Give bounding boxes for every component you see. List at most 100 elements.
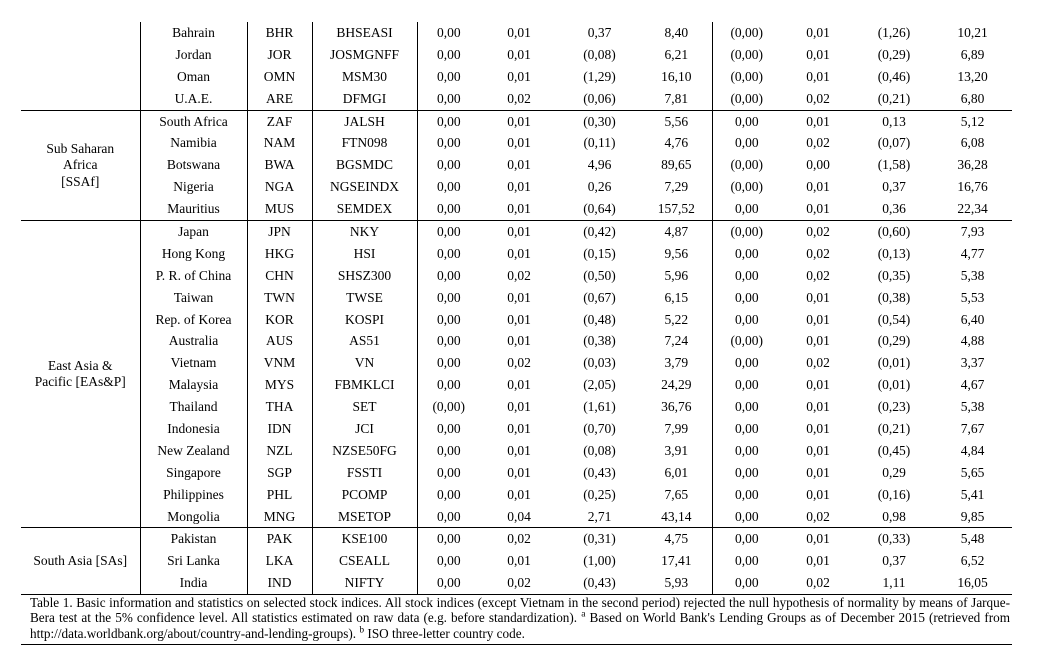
stat-cell: (0,00) xyxy=(711,220,781,243)
country-cell: Namibia xyxy=(139,132,247,155)
stat-cell: (0,35) xyxy=(877,267,911,283)
stat-cell: (1,26) xyxy=(877,24,911,40)
stat-cell: 0,01 xyxy=(507,486,531,502)
index-cell: FSSTI xyxy=(311,461,417,484)
stat-cell: 0,01 xyxy=(507,311,531,327)
stat-cell: 0,00 xyxy=(416,352,480,375)
stat-cell: 0,01 xyxy=(806,68,830,84)
stat-cell: 0,00 xyxy=(711,242,781,265)
stat-cell: 1,11 xyxy=(882,575,906,591)
stat-cell: 0,01 xyxy=(806,377,830,393)
stat-cell: 0,01 xyxy=(806,420,830,436)
stat-cell: 0,00 xyxy=(711,572,781,595)
caption-text-1: Table 1. Basic information and statistic… xyxy=(30,595,1010,626)
stat-cell: 0,01 xyxy=(507,135,531,151)
stat-cell: 36,76 xyxy=(661,399,692,415)
stat-cell: 5,65 xyxy=(960,464,985,480)
stat-cell: (0,31) xyxy=(558,527,641,551)
index-cell: JOSMGNFF xyxy=(311,43,417,66)
stat-cell: 6,21 xyxy=(664,46,689,62)
stat-cell: 0,01 xyxy=(507,442,531,458)
stat-cell: (0,38) xyxy=(583,333,616,349)
code-cell: NGA xyxy=(246,176,312,199)
stat-cell: 0,01 xyxy=(806,201,830,217)
table-container: Bahrain BHR BHSEASI 0,00 0,01 0,37 8,40 (0,00) 0… xyxy=(21,22,1012,596)
stat-cell: 7,29 xyxy=(664,179,689,195)
stat-cell: (0,33) xyxy=(855,527,933,551)
stat-cell: 0,00 xyxy=(416,109,480,133)
stat-cell: 0,01 xyxy=(507,420,531,436)
stat-cell: 0,01 xyxy=(507,24,531,40)
stat-cell: 7,24 xyxy=(664,333,689,349)
index-cell: JALSH xyxy=(311,109,417,133)
code-cell: JPN xyxy=(246,220,312,243)
code-cell: TWN xyxy=(246,286,312,309)
stat-cell: (0,38) xyxy=(877,289,911,305)
index-cell: VN xyxy=(311,352,417,375)
stat-cell: 0,00 xyxy=(711,132,781,155)
index-cell: KOSPI xyxy=(311,308,417,331)
stat-cell: 6,52 xyxy=(960,553,985,569)
table-row: P. R. of China CHN SHSZ300 0,00 0,02 (0,50) 5,… xyxy=(21,264,1012,287)
stat-cell: (0,01) xyxy=(877,355,911,371)
country-cell: P. R. of China xyxy=(139,264,247,287)
stat-cell: 3,91 xyxy=(664,442,689,458)
stat-cell: (0,00) xyxy=(711,65,781,88)
country-cell: Japan xyxy=(139,220,247,243)
stat-cell: 0,01 xyxy=(806,289,830,305)
stat-cell: 0,26 xyxy=(587,179,612,195)
stat-cell: 0,00 xyxy=(416,87,480,111)
stat-cell: (0,08) xyxy=(583,442,616,458)
stat-cell: 0,00 xyxy=(711,483,781,506)
stat-cell: 9,85 xyxy=(960,508,985,524)
stat-cell: (0,25) xyxy=(583,486,616,502)
footnote-marker-a: a xyxy=(581,610,586,621)
stat-cell: (0,46) xyxy=(877,68,911,84)
stat-cell: 5,22 xyxy=(664,311,689,327)
stat-cell: 6,01 xyxy=(664,464,689,480)
stat-cell: 0,00 xyxy=(416,572,480,595)
stat-cell: 0,00 xyxy=(416,176,480,199)
code-cell: ZAF xyxy=(246,109,312,133)
stat-cell: (0,29) xyxy=(877,333,911,349)
stat-cell: 0,00 xyxy=(711,527,781,551)
stat-cell: (0,16) xyxy=(877,486,911,502)
stat-cell: (1,00) xyxy=(583,553,616,569)
code-cell: MNG xyxy=(246,505,312,528)
code-cell: PAK xyxy=(246,527,312,551)
index-cell: HSI xyxy=(311,242,417,265)
stat-cell: 0,02 xyxy=(781,220,855,243)
stat-cell: 0,00 xyxy=(416,264,480,287)
table-row: Mongolia MNG MSETOP 0,00 0,04 2,71 43,14 0,00 0,… xyxy=(21,505,1012,528)
stat-cell: 0,37 xyxy=(587,24,612,40)
caption-text-2: Based on World Bank's Lending Groups as … xyxy=(30,610,1011,641)
country-cell: Indonesia xyxy=(139,418,247,440)
region-label: Sub Saharan Africa [SSAf] xyxy=(21,109,140,221)
stat-cell: 0,02 xyxy=(806,245,830,261)
code-cell: MYS xyxy=(246,374,312,397)
code-cell: CHN xyxy=(246,264,312,287)
stat-cell: 43,14 xyxy=(661,508,692,524)
stat-cell: 0,00 xyxy=(711,352,781,375)
stat-cell: 0,00 xyxy=(711,461,781,484)
index-cell: KSE100 xyxy=(311,527,417,551)
country-cell: Bahrain xyxy=(139,22,247,44)
stat-cell: 5,41 xyxy=(960,486,985,502)
stat-cell: 0,01 xyxy=(507,377,531,393)
stat-cell: (0,06) xyxy=(583,90,616,106)
country-cell: Thailand xyxy=(139,396,247,419)
stat-cell: 0,01 xyxy=(507,68,531,84)
stat-cell: 0,02 xyxy=(806,135,830,151)
table-row: Mauritius MUS SEMDEX 0,00 0,01 (0,64) 157,52 0,… xyxy=(21,198,1012,221)
index-cell: NKY xyxy=(311,220,417,243)
stat-cell: 3,79 xyxy=(664,355,689,371)
table-row: Singapore SGP FSSTI 0,00 0,01 (0,43) 6,01 0,00 0… xyxy=(21,461,1012,484)
stat-cell: 0,01 xyxy=(806,486,830,502)
index-cell: SHSZ300 xyxy=(311,264,417,287)
code-cell: ARE xyxy=(246,87,312,111)
stat-cell: 3,37 xyxy=(960,355,985,371)
country-cell: Philippines xyxy=(139,483,247,506)
country-cell: Australia xyxy=(139,330,247,353)
stat-cell: 5,56 xyxy=(641,109,712,133)
stat-cell: 0,00 xyxy=(416,65,480,88)
